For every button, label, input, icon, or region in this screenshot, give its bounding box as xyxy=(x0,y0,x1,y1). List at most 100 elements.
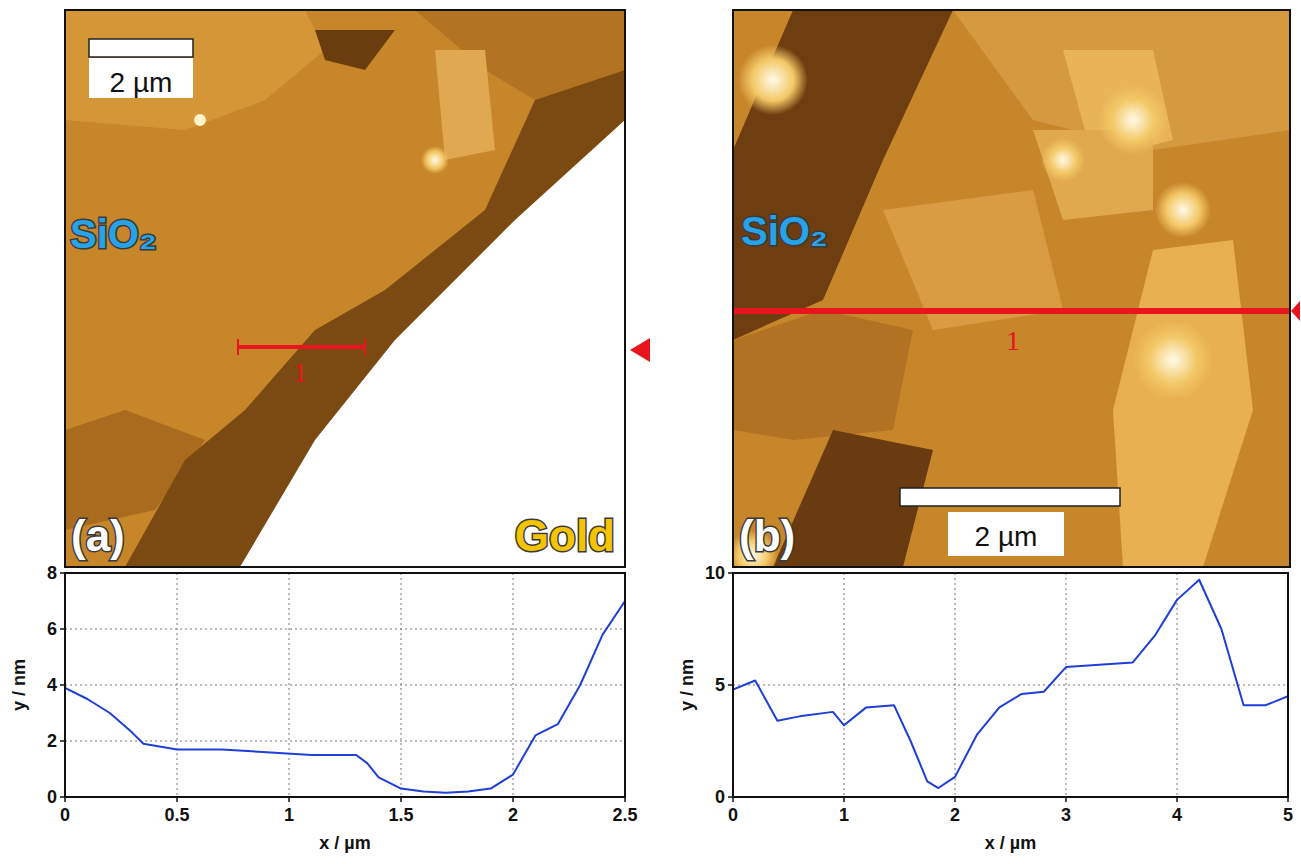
tick xyxy=(728,684,733,686)
tick-label: 4 xyxy=(47,675,57,695)
tick xyxy=(60,628,65,630)
profile-marker xyxy=(1291,301,1300,321)
afm-image: 1 2 µm SiO₂ Gold (a) xyxy=(65,10,650,567)
profile-line xyxy=(238,345,365,349)
grid-line xyxy=(65,629,625,630)
tick xyxy=(954,797,956,802)
tick-label: 1 xyxy=(284,805,294,825)
profile-curve xyxy=(733,580,1288,788)
grid-line xyxy=(1177,573,1178,797)
profile-cap xyxy=(237,339,239,355)
tick xyxy=(1287,797,1289,802)
tick-label: 4 xyxy=(1172,805,1182,825)
particle xyxy=(738,45,808,115)
plot-ground xyxy=(733,573,1288,797)
tick xyxy=(60,740,65,742)
plot-frame xyxy=(733,573,1288,797)
terrace xyxy=(733,310,913,440)
axis-title: x / µm xyxy=(319,833,370,853)
tick xyxy=(60,684,65,686)
particle xyxy=(421,146,449,174)
tick xyxy=(60,796,65,798)
scale-bar-label: 2 µm xyxy=(110,67,173,98)
terrace xyxy=(435,50,495,160)
image-frame xyxy=(733,10,1290,567)
tick-label: 1.5 xyxy=(388,805,413,825)
profile-label: 1 xyxy=(1006,325,1020,356)
axis-title: x / µm xyxy=(985,833,1036,853)
data-group xyxy=(733,580,1288,788)
plot-ground xyxy=(65,573,625,797)
panel-label: (a) xyxy=(71,511,125,560)
tick-label: 2 xyxy=(508,805,518,825)
grid-line xyxy=(65,685,625,686)
profile-curve xyxy=(65,601,625,793)
figure: 1 2 µm SiO₂ Gold (a) 0 0.5 1 1.5 2 2.5 0 2 4 6 8 x / µm y… xyxy=(0,0,1301,864)
profile-line xyxy=(733,308,1290,314)
bright-region xyxy=(1113,240,1253,567)
tick-label: 0 xyxy=(47,787,57,807)
grid-line xyxy=(1066,573,1067,797)
tick-label: 2 xyxy=(950,805,960,825)
particle xyxy=(1155,182,1211,238)
image-ground xyxy=(65,10,625,567)
gold-region xyxy=(240,120,625,567)
tick-label: 0.5 xyxy=(164,805,189,825)
panel-label: (b) xyxy=(739,511,795,560)
tick-label: 2.5 xyxy=(612,805,637,825)
tick-label: 10 xyxy=(705,563,725,583)
scale-bar xyxy=(89,39,193,57)
grid-line xyxy=(289,573,290,797)
tick xyxy=(512,797,514,802)
tick xyxy=(624,797,626,802)
tick-label: 5 xyxy=(715,675,725,695)
grid-line xyxy=(733,685,1288,686)
axis-title: y / nm xyxy=(9,659,29,711)
tick-label: 0 xyxy=(60,805,70,825)
tick xyxy=(288,797,290,802)
tick xyxy=(843,797,845,802)
profile-marker xyxy=(630,338,650,362)
tick-label: 6 xyxy=(47,619,57,639)
plot-frame xyxy=(65,573,625,797)
tick-label: 0 xyxy=(728,805,738,825)
dark-band xyxy=(125,70,625,567)
grid-line xyxy=(65,741,625,742)
afm-image: 1 2 µm SiO₂ (b) xyxy=(728,10,1300,580)
material-label: SiO₂ xyxy=(741,209,828,253)
material-label: Gold xyxy=(515,511,615,560)
profile-chart: 0 0.5 1 1.5 2 2.5 0 2 4 6 8 x / µm y / nm xyxy=(9,563,638,853)
tick xyxy=(728,796,733,798)
tick-label: 0 xyxy=(715,787,725,807)
tick xyxy=(176,797,178,802)
tick-label: 3 xyxy=(1061,805,1071,825)
data-group xyxy=(65,601,625,793)
scale-bar-label: 2 µm xyxy=(975,521,1038,552)
grid-line xyxy=(513,573,514,797)
particle xyxy=(1098,85,1168,155)
scale-bar xyxy=(900,488,1120,506)
terrace xyxy=(65,10,325,130)
tick xyxy=(400,797,402,802)
axis-title: y / nm xyxy=(677,659,697,711)
tick xyxy=(60,572,65,574)
scale-bar-ground xyxy=(89,58,193,98)
tick-label: 1 xyxy=(839,805,849,825)
tick-label: 5 xyxy=(1283,805,1293,825)
tick xyxy=(1065,797,1067,802)
profile-chart: 0 1 2 3 4 5 0 5 10 x / µm y / nm xyxy=(677,563,1293,853)
tick-label: 8 xyxy=(47,563,57,583)
particle xyxy=(1041,138,1085,182)
scale-bar-ground xyxy=(948,512,1064,556)
dark-spot xyxy=(315,30,395,70)
image-ground xyxy=(733,10,1290,567)
particle xyxy=(1133,320,1213,400)
tick-label: 2 xyxy=(47,731,57,751)
tick xyxy=(1176,797,1178,802)
material-label: SiO₂ xyxy=(70,212,157,256)
image-content xyxy=(733,10,1290,567)
particle xyxy=(194,114,206,126)
image-frame xyxy=(65,10,625,567)
tick xyxy=(728,572,733,574)
profile-label: 1 xyxy=(293,357,307,388)
